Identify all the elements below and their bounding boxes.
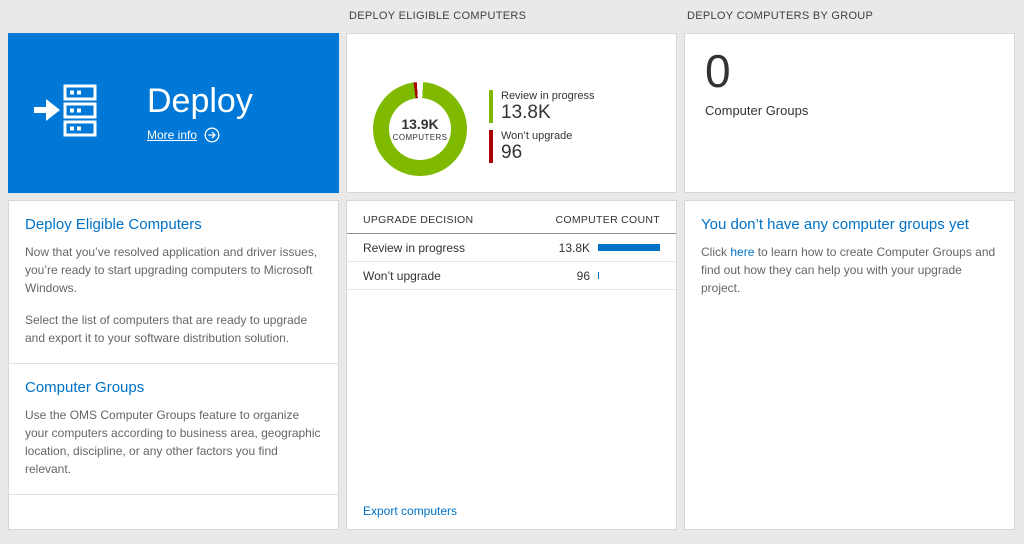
- row-decision: Review in progress: [363, 240, 466, 255]
- row-decision: Won’t upgrade: [363, 268, 441, 283]
- computer-groups-heading: Computer Groups: [25, 379, 145, 396]
- no-groups-text-post: to learn how to create Computer Groups a…: [701, 245, 996, 295]
- row-count: 96: [576, 268, 590, 283]
- column-header-computer-count: COMPUTER COUNT: [555, 214, 660, 226]
- deploy-eligible-paragraph-2: Select the list of computers that are re…: [25, 313, 308, 345]
- deploy-eligible-paragraph-1: Now that you’ve resolved application and…: [25, 245, 318, 295]
- no-groups-heading: You don’t have any computer groups yet: [701, 216, 969, 233]
- column-computers-by-group: DEPLOY COMPUTERS BY GROUP 0 Computer Gro…: [684, 8, 1015, 530]
- legend-swatch-red: [489, 129, 493, 163]
- here-link[interactable]: here: [730, 245, 755, 259]
- export-computers-link[interactable]: Export computers: [363, 504, 458, 518]
- no-groups-text-pre: Click: [701, 245, 731, 259]
- eligible-computers-chart-card: 13.9K COMPUTERS Review in progress 13.8K: [346, 33, 677, 193]
- legend-swatch-green: [489, 90, 493, 123]
- legend-item-review-in-progress: Review in progress 13.8K: [489, 90, 595, 123]
- donut-center: 13.9K COMPUTERS: [389, 98, 451, 160]
- deploy-tile[interactable]: Deploy More info: [8, 33, 339, 193]
- row-bar: [598, 244, 660, 251]
- legend-name: Review in progress: [501, 90, 595, 102]
- column-header-eligible: DEPLOY ELIGIBLE COMPUTERS: [349, 10, 527, 22]
- legend-value: 13.8K: [501, 102, 551, 123]
- computer-groups-paragraph: Use the OMS Computer Groups feature to o…: [25, 408, 321, 476]
- section-computer-groups: Computer Groups Use the OMS Computer Gro…: [9, 364, 338, 495]
- column-deploy: Deploy More info Deploy Eligible Compute…: [8, 8, 339, 530]
- section-deploy-eligible: Deploy Eligible Computers Now that you’v…: [9, 201, 338, 364]
- column-header-by-group: DEPLOY COMPUTERS BY GROUP: [687, 10, 874, 22]
- column-header-upgrade-decision: UPGRADE DECISION: [363, 214, 474, 226]
- deploy-icon: [33, 82, 99, 145]
- donut-chart: 13.9K COMPUTERS: [373, 82, 467, 176]
- section-empty: [9, 495, 338, 529]
- upgrade-decision-table-card: UPGRADE DECISION COMPUTER COUNT Review i…: [346, 200, 677, 530]
- computer-groups-count-card: 0 Computer Groups: [684, 33, 1015, 193]
- donut-wrap: 13.9K COMPUTERS: [373, 82, 467, 192]
- arrow-circle-icon[interactable]: [204, 127, 220, 143]
- table-header: UPGRADE DECISION COMPUTER COUNT: [347, 201, 676, 234]
- row-bar-track: [598, 272, 660, 279]
- table-row[interactable]: Review in progress 13.8K: [347, 234, 676, 262]
- donut-total-value: 13.9K: [401, 116, 439, 132]
- deploy-tile-title: Deploy: [147, 81, 253, 120]
- row-count: 13.8K: [558, 240, 590, 255]
- deploy-eligible-heading: Deploy Eligible Computers: [25, 216, 202, 233]
- legend-item-wont-upgrade: Won’t upgrade 96: [489, 129, 595, 163]
- row-bar: [598, 272, 600, 279]
- column-header-spacer: [8, 8, 339, 33]
- no-groups-paragraph: Click here to learn how to create Comput…: [701, 243, 998, 297]
- legend-name: Won’t upgrade: [501, 129, 573, 142]
- row-bar-track: [598, 244, 660, 251]
- computer-groups-count-label: Computer Groups: [705, 103, 809, 118]
- table-row[interactable]: Won’t upgrade 96: [347, 262, 676, 290]
- column-eligible-computers: DEPLOY ELIGIBLE COMPUTERS 13.9K COMPUTER…: [346, 8, 677, 530]
- deploy-tile-text: Deploy More info: [147, 81, 253, 143]
- computer-groups-count: 0: [705, 45, 731, 97]
- no-computer-groups-card: You don’t have any computer groups yet C…: [684, 200, 1015, 530]
- more-info-link[interactable]: More info: [147, 128, 198, 143]
- deploy-description-card: Deploy Eligible Computers Now that you’v…: [8, 200, 339, 530]
- legend-value: 96: [501, 141, 523, 163]
- donut-total-label: COMPUTERS: [392, 133, 448, 142]
- chart-legend: Review in progress 13.8K Won’t upgrade 9…: [489, 90, 595, 192]
